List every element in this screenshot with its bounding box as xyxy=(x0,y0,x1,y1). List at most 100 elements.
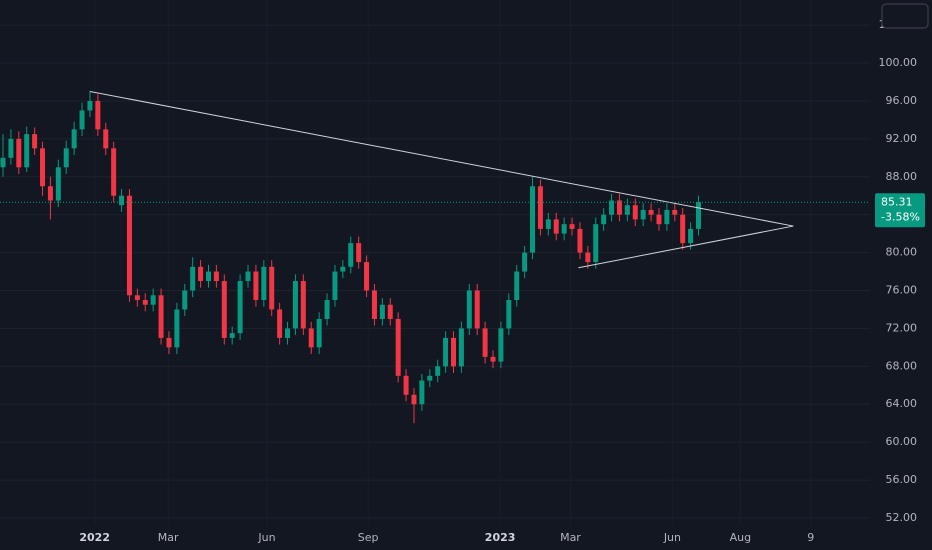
candle-body xyxy=(87,100,93,111)
price-tag-change: -3.58% xyxy=(881,210,920,223)
candle-body xyxy=(229,333,235,338)
candle-body xyxy=(403,375,409,395)
candle-body xyxy=(680,214,686,244)
candle-body xyxy=(292,281,298,329)
candle-body xyxy=(593,224,599,263)
candle-body xyxy=(0,157,6,168)
candle-body xyxy=(411,394,417,405)
trend-line xyxy=(578,225,794,269)
candle-body xyxy=(134,295,140,300)
candle-body xyxy=(119,195,125,206)
candle-body xyxy=(324,299,330,319)
candle-body xyxy=(395,318,401,376)
candle-body xyxy=(443,337,449,367)
candle-body xyxy=(261,266,267,300)
candle-body xyxy=(126,195,132,296)
candle-body xyxy=(142,299,148,305)
candle-body xyxy=(585,252,591,263)
candle-body xyxy=(648,209,654,215)
candle-body xyxy=(624,205,630,215)
candle-body xyxy=(174,309,180,348)
candle-body xyxy=(427,375,433,381)
candle-body xyxy=(474,290,480,329)
candle-body xyxy=(300,281,306,329)
y-tick-label: 76.00 xyxy=(886,284,918,297)
candle-body xyxy=(332,271,338,300)
candle-body xyxy=(553,219,559,234)
x-tick-label: 2023 xyxy=(485,531,516,544)
candle-body xyxy=(190,266,196,291)
x-tick-label: Aug xyxy=(730,531,751,544)
candle-body xyxy=(498,328,504,362)
price-tag xyxy=(875,193,925,228)
candle-body xyxy=(656,214,662,225)
candle-body xyxy=(24,134,30,168)
candle-body xyxy=(158,295,164,338)
candle-body xyxy=(55,167,61,201)
y-tick-label: 96.00 xyxy=(886,94,918,107)
y-tick-label: 92.00 xyxy=(886,132,918,145)
candle-body xyxy=(522,252,528,272)
x-tick-label: Mar xyxy=(560,531,581,544)
candle-body xyxy=(632,205,638,220)
candle-body xyxy=(245,271,251,282)
candle-body xyxy=(32,134,38,149)
candle-body xyxy=(616,200,622,215)
candle-body xyxy=(387,304,393,319)
candle-body xyxy=(545,219,551,229)
candle-body xyxy=(213,271,219,282)
price-tag-value: 85.31 xyxy=(881,195,913,208)
candle-body xyxy=(482,328,488,357)
candle-body xyxy=(63,148,69,168)
candle-body xyxy=(79,110,85,130)
candle-body xyxy=(316,318,322,348)
candle-body xyxy=(419,380,425,405)
candle-body xyxy=(561,224,567,234)
candle-body xyxy=(166,337,172,348)
candle-body xyxy=(269,266,275,310)
candle-body xyxy=(285,328,291,338)
candle-body xyxy=(490,356,496,362)
trend-line xyxy=(89,90,794,227)
candle-body xyxy=(435,366,441,376)
candle-body xyxy=(640,209,646,220)
x-tick-label: Mar xyxy=(158,531,179,544)
candle-body xyxy=(688,228,694,244)
y-tick-label: 60.00 xyxy=(886,435,918,448)
candle-body xyxy=(569,224,575,229)
candle-body xyxy=(577,228,583,253)
y-tick-label: 100.00 xyxy=(879,56,918,69)
x-tick-label: Jun xyxy=(663,531,681,544)
candle-body xyxy=(664,209,670,225)
candle-body xyxy=(8,138,14,158)
y-tick-label: 72.00 xyxy=(886,321,918,334)
candle-body xyxy=(672,209,678,215)
y-tick-label: 56.00 xyxy=(886,473,918,486)
candle-body xyxy=(40,148,46,187)
x-tick-label: 2022 xyxy=(79,531,110,544)
candle-body xyxy=(71,129,77,149)
candle-body xyxy=(221,281,227,338)
x-tick-label: 9 xyxy=(807,531,814,544)
y-tick-label: 52.00 xyxy=(886,511,918,524)
candle-body xyxy=(356,243,362,263)
candle-body xyxy=(601,214,607,225)
y-tick-label: 68.00 xyxy=(886,359,918,372)
candle-body xyxy=(103,129,109,149)
candle-body xyxy=(47,186,53,201)
candle-body xyxy=(182,290,188,310)
candle-body xyxy=(379,304,385,319)
candle-body xyxy=(466,290,472,329)
candle-body xyxy=(198,266,204,282)
x-tick-label: Sep xyxy=(358,531,379,544)
candle-body xyxy=(277,309,283,338)
candle-body xyxy=(458,328,464,367)
candle-body xyxy=(609,200,615,215)
x-tick-label: Jun xyxy=(257,531,275,544)
candle-body xyxy=(16,138,22,168)
settings-button xyxy=(881,3,929,29)
candle-body xyxy=(237,281,243,334)
